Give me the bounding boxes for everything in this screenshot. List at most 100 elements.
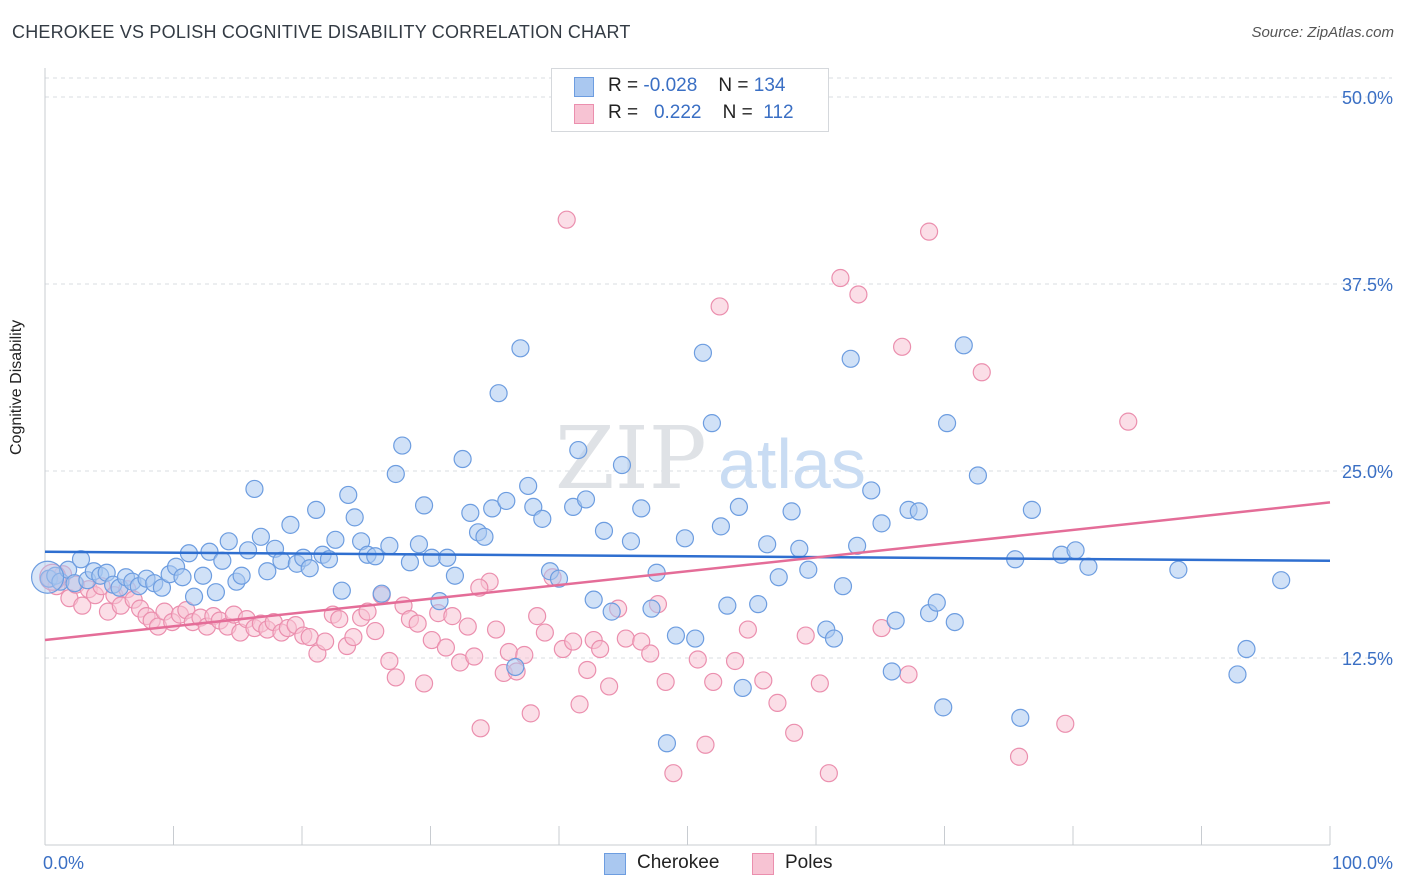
cherokee-point-44 [332, 581, 351, 600]
watermark-zip: ZIP [555, 409, 707, 509]
cherokee-point-61 [453, 449, 472, 469]
poles-point-45 [344, 627, 363, 647]
cherokee-point-30 [238, 541, 258, 560]
poles-point-91 [710, 297, 729, 316]
poles-point-106 [972, 363, 991, 382]
cherokee-trend-line [44, 550, 1331, 563]
cherokee-point-80 [602, 602, 621, 621]
y-tick-label-2: 37.5% [1342, 275, 1393, 295]
poles-point-50 [380, 651, 399, 671]
cherokee-point-128 [1237, 639, 1256, 659]
cherokee-point-98 [769, 568, 788, 587]
tick-labels: 12.5% 25.0% 37.5% 50.0% 0.0% 100.0% [43, 88, 1393, 873]
poles-point-72 [535, 623, 554, 642]
poles-point-51 [386, 668, 405, 687]
poles-point-84 [641, 644, 660, 663]
cherokee-point-52 [386, 464, 405, 484]
poles-point-87 [664, 764, 683, 783]
cherokee-point-114 [927, 593, 946, 612]
cherokee-point-126 [1169, 560, 1188, 579]
cherokee-point-20 [173, 568, 192, 587]
cherokee-point-26 [213, 551, 232, 570]
poles-point-80 [600, 677, 619, 696]
poles-point-41 [316, 632, 335, 651]
legend-r-value: -0.028 [643, 75, 698, 96]
legend-n-value: 134 [753, 75, 786, 96]
cherokee-point-40 [307, 500, 326, 519]
legend-r-label: R = [608, 102, 639, 123]
cherokee-point-72 [533, 509, 552, 528]
cherokee-point-97 [758, 535, 777, 554]
cherokee-point-57 [422, 548, 441, 567]
poles-point-39 [300, 627, 319, 647]
poles-point-79 [591, 639, 610, 659]
cherokee-point-65 [483, 499, 502, 518]
poles-point-93 [738, 620, 757, 639]
watermark: ZIP atlas [555, 409, 866, 509]
cherokee-point-27 [219, 532, 238, 551]
trend-lines [44, 501, 1331, 642]
cherokee-point-cluster [30, 560, 65, 594]
cherokee-swatch [574, 77, 594, 97]
cherokee-point-92 [711, 517, 731, 536]
poles-point-54 [408, 614, 427, 633]
poles-point-98 [810, 674, 829, 693]
cherokee-point-25 [206, 583, 226, 602]
cherokee-point-90 [693, 343, 713, 362]
cherokee-point-70 [519, 476, 538, 496]
poles-point-89 [696, 735, 715, 754]
y-tick-label-0: 12.5% [1342, 649, 1393, 669]
cherokee-point-105 [841, 349, 860, 368]
cherokee-point-39 [300, 559, 319, 578]
cherokee-point-104 [833, 577, 853, 596]
cherokee-point-89 [686, 629, 705, 648]
cherokee-point-96 [749, 595, 768, 614]
legend-box: R = -0.028 N = 134 R = 0.222 N = 112 [551, 68, 829, 132]
cherokee-point-46 [345, 508, 364, 527]
poles-legend-label: Poles [785, 852, 833, 873]
cherokee-point-51 [380, 536, 399, 555]
cherokee-point-23 [193, 566, 213, 585]
cherokee-point-116 [937, 414, 957, 433]
cherokee-point-95 [733, 678, 752, 698]
watermark-atlas: atlas [718, 425, 866, 503]
poles-swatch [752, 853, 774, 875]
poles-point-103 [892, 337, 912, 356]
poles-point-95 [768, 693, 787, 712]
y-tick-label-1: 25.0% [1342, 462, 1393, 482]
poles-point-70 [521, 704, 540, 723]
poles-point-102 [872, 618, 891, 638]
cherokee-point-60 [445, 566, 465, 585]
axes [44, 68, 1331, 846]
poles-point-63 [471, 719, 490, 738]
poles-point-48 [366, 621, 385, 641]
cherokee-point-32 [251, 527, 270, 546]
poles-point-76 [570, 695, 589, 714]
cherokee-point-109 [882, 662, 901, 681]
cherokee-point-66 [489, 384, 508, 403]
cherokee-legend-label: Cherokee [637, 852, 720, 873]
poles-point-55 [414, 674, 434, 693]
cherokee-point-88 [675, 529, 695, 548]
cherokee-point-81 [612, 455, 632, 475]
poles-point-96 [785, 723, 804, 742]
legend-n-label: N = [722, 102, 753, 123]
cherokee-point-74 [549, 569, 569, 588]
poles-trend-line [44, 501, 1331, 642]
poles-point-107 [1009, 747, 1029, 766]
poles-point-5 [73, 596, 92, 615]
cherokee-point-55 [409, 535, 429, 554]
cherokee-point-121 [1011, 708, 1030, 727]
poles-point-75 [564, 632, 583, 651]
cherokee-point-69 [511, 339, 530, 358]
cherokee-point-103 [824, 629, 844, 648]
y-tick-label-3: 50.0% [1342, 88, 1393, 108]
cherokee-point-78 [584, 590, 603, 609]
cherokee-point-115 [934, 698, 953, 717]
poles-point-65 [486, 620, 506, 639]
cherokee-point-122 [1022, 500, 1041, 519]
cherokee-point-29 [232, 566, 251, 585]
cherokee-point-83 [632, 499, 651, 518]
cherokee-point-79 [594, 521, 614, 540]
poles-point-97 [796, 626, 815, 645]
